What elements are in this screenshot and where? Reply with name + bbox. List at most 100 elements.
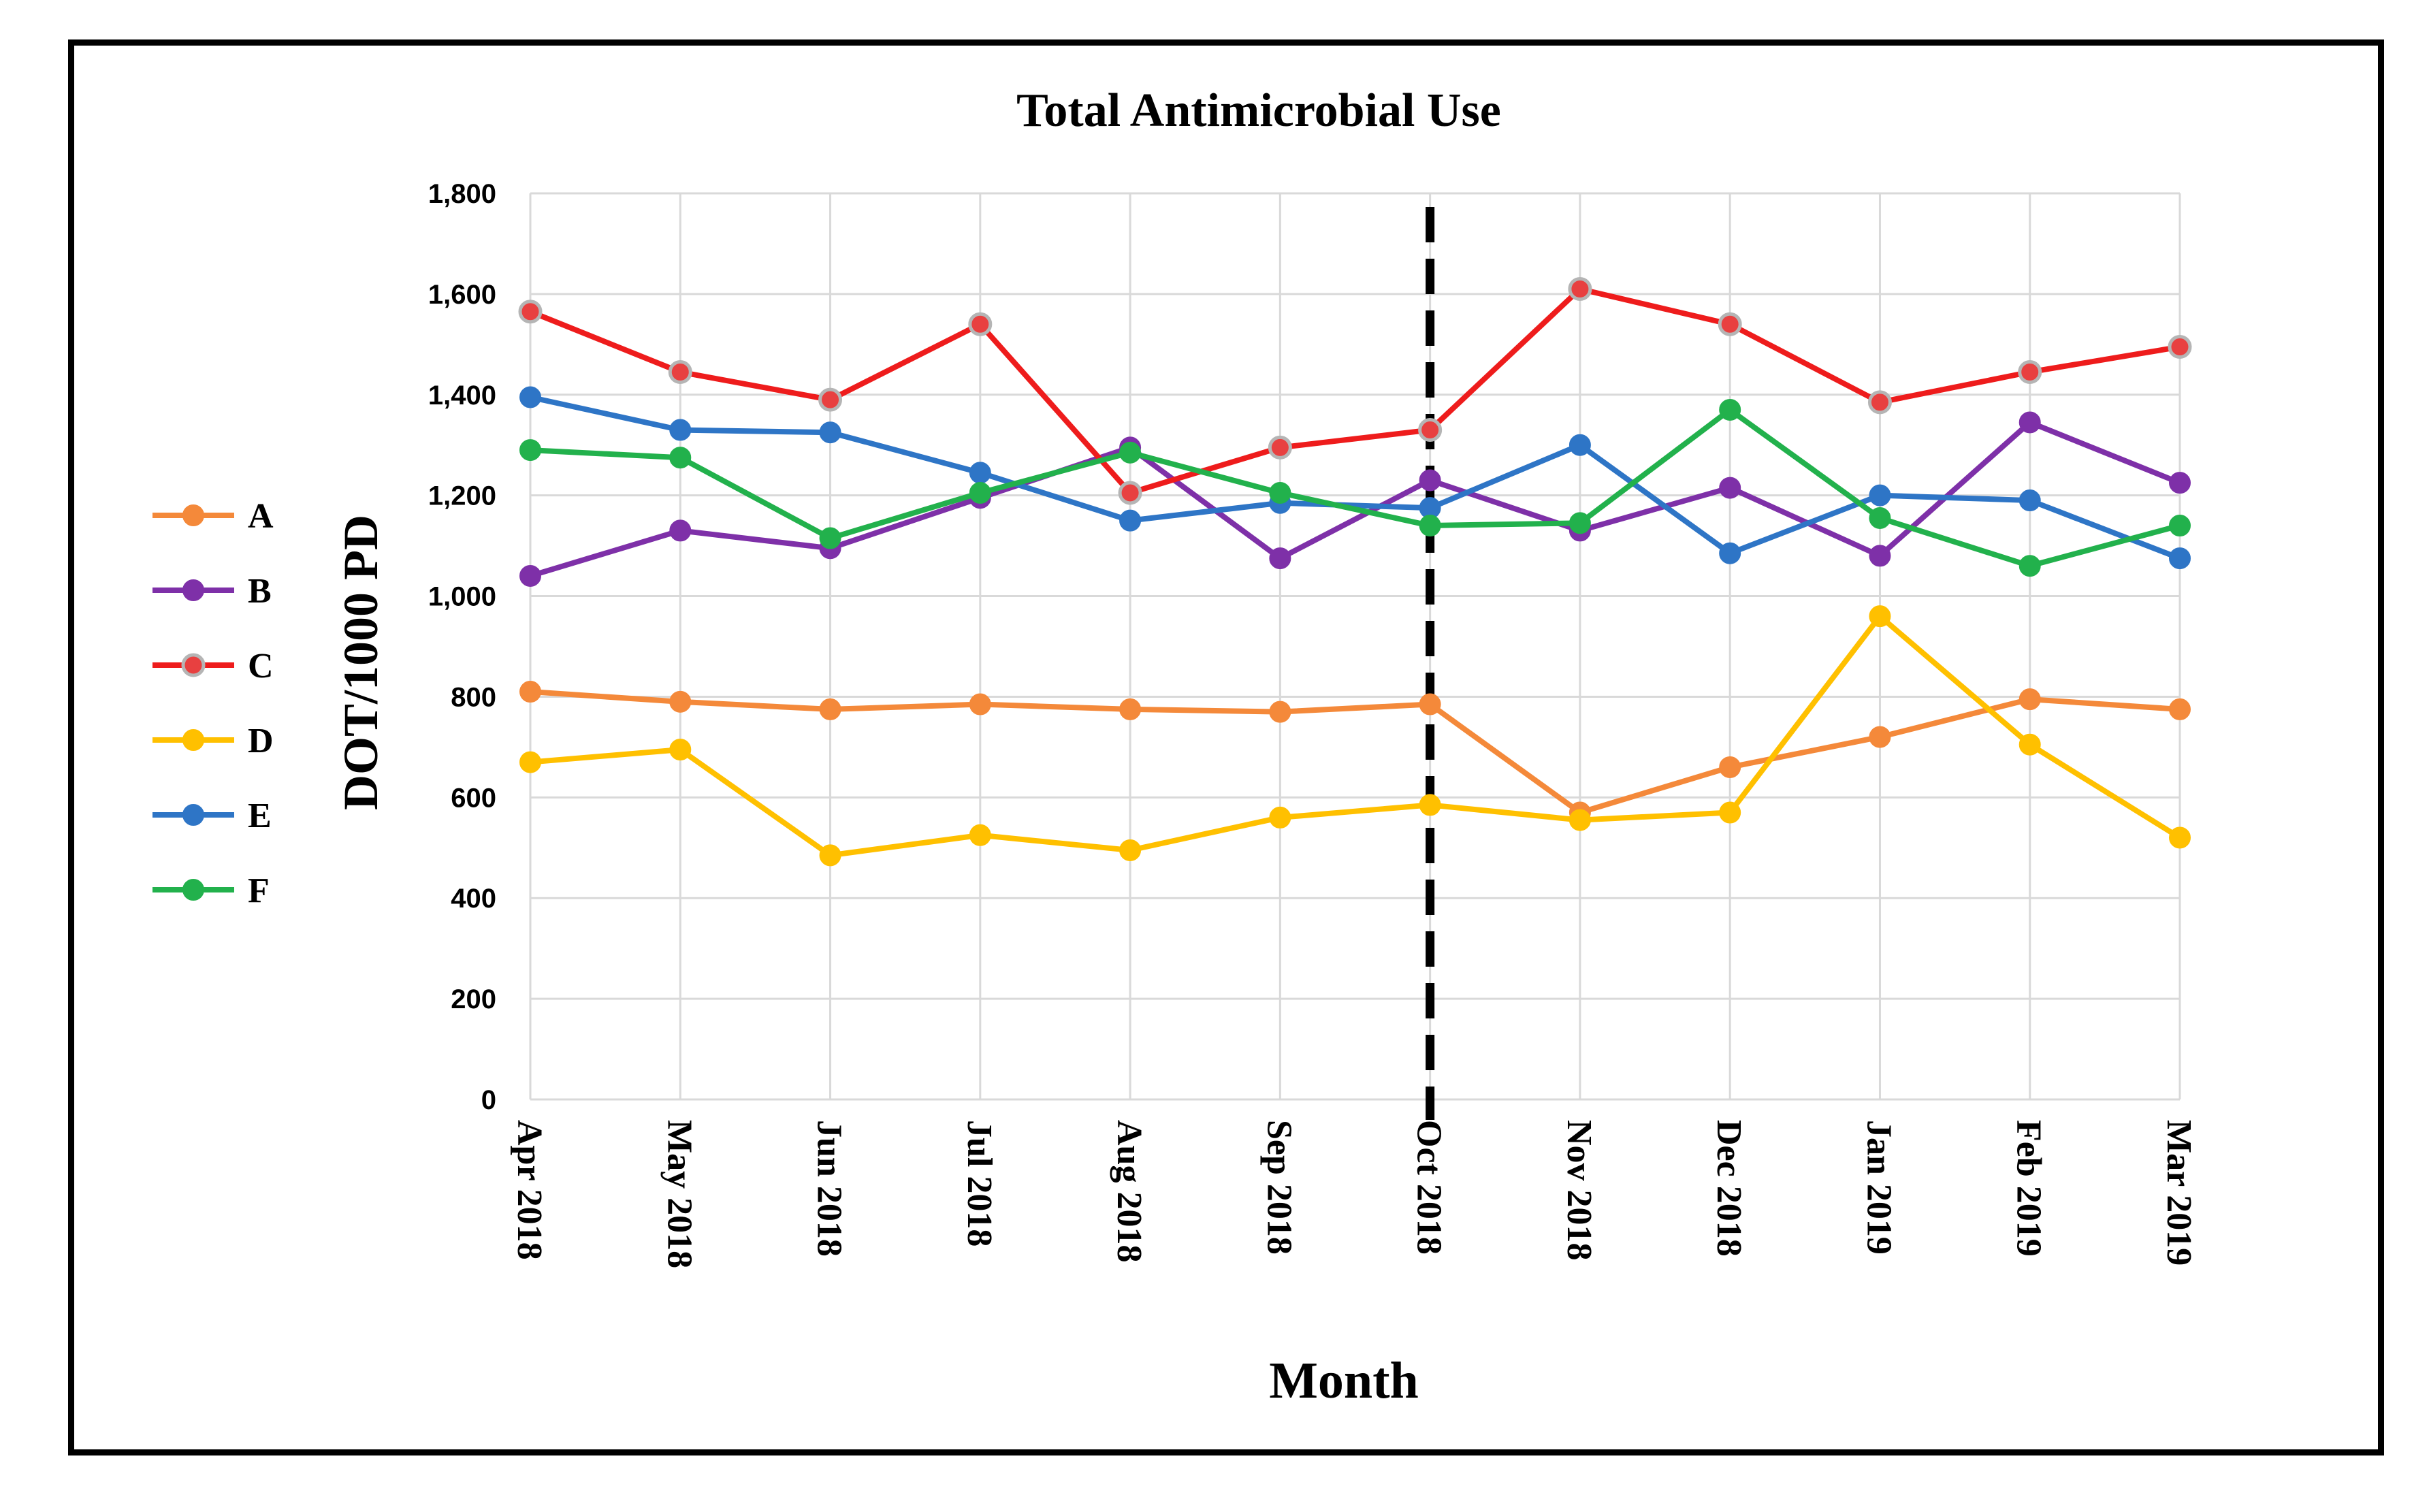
data-point-E bbox=[519, 386, 541, 408]
data-point-D bbox=[969, 824, 991, 846]
y-axis-label: DOT/1000 PD bbox=[334, 515, 388, 810]
data-point-B bbox=[1419, 469, 1441, 492]
grid-layer bbox=[529, 192, 2181, 1101]
data-point-F bbox=[2169, 515, 2191, 537]
data-point-D bbox=[519, 751, 541, 773]
data-point-F bbox=[2018, 555, 2041, 577]
data-point-B bbox=[2169, 472, 2191, 494]
x-tick-label: Mar 2019 bbox=[2159, 1120, 2198, 1266]
data-point-A bbox=[969, 693, 991, 715]
series-A bbox=[519, 681, 2191, 824]
y-axis-ticks: 0 200 400 600 800 1,000 1,200 1,400 1,600 1,800 bbox=[428, 179, 496, 1115]
data-point-C bbox=[1718, 312, 1742, 336]
data-point-D bbox=[1869, 605, 1891, 628]
legend-item-B: B bbox=[152, 572, 272, 611]
series-line-E bbox=[528, 394, 2183, 562]
y-tick-label: 1,400 bbox=[428, 381, 496, 411]
x-tick-label: Aug 2018 bbox=[1110, 1120, 1148, 1262]
data-point-E bbox=[819, 421, 841, 444]
series-C bbox=[518, 276, 2192, 505]
data-point-C bbox=[1418, 418, 1443, 443]
data-point-C bbox=[1568, 276, 1592, 301]
data-point-C bbox=[1867, 390, 1892, 415]
x-axis-label: Month bbox=[1269, 1352, 1419, 1409]
data-point-C bbox=[518, 300, 543, 324]
legend-label: F bbox=[248, 871, 270, 910]
data-point-D bbox=[2018, 733, 2041, 756]
data-point-D bbox=[669, 739, 692, 761]
data-point-A bbox=[1869, 726, 1891, 748]
legend-marker bbox=[182, 879, 204, 901]
data-point-B bbox=[1719, 477, 1741, 499]
y-tick-label: 200 bbox=[451, 984, 496, 1014]
data-point-E bbox=[2018, 489, 2041, 512]
y-tick-label: 0 bbox=[481, 1085, 496, 1115]
legend-item-C: C bbox=[152, 647, 274, 686]
y-tick-label: 800 bbox=[451, 682, 496, 712]
legend-marker bbox=[182, 579, 204, 601]
x-tick-label: May 2018 bbox=[660, 1120, 698, 1268]
data-point-A bbox=[2018, 688, 2041, 711]
legend-label: D bbox=[248, 722, 274, 760]
legend-label: C bbox=[248, 647, 274, 686]
line-chart: Total Antimicrobial Use 0 200 400 600 800 1,0… bbox=[152, 84, 2198, 1409]
x-tick-label: Dec 2018 bbox=[1709, 1120, 1748, 1257]
legend-label: B bbox=[248, 572, 272, 611]
data-point-E bbox=[669, 419, 692, 441]
x-tick-label: Nov 2018 bbox=[1560, 1120, 1598, 1261]
data-point-F bbox=[519, 439, 541, 462]
data-point-F bbox=[1269, 481, 1291, 504]
y-tick-label: 1,600 bbox=[428, 280, 496, 310]
series-B bbox=[519, 411, 2191, 587]
y-tick-label: 1,200 bbox=[428, 481, 496, 511]
data-point-D bbox=[1569, 809, 1591, 831]
data-point-C bbox=[1268, 435, 1292, 460]
legend-label: E bbox=[248, 797, 272, 835]
data-point-D bbox=[2169, 826, 2191, 849]
series-line-B bbox=[528, 419, 2183, 579]
series-D bbox=[519, 605, 2191, 867]
x-tick-label: Jul 2018 bbox=[960, 1120, 999, 1246]
chart-frame: Total Antimicrobial Use 0 200 400 600 800 1,0… bbox=[68, 39, 2384, 1455]
y-tick-label: 400 bbox=[451, 884, 496, 914]
x-tick-label: Feb 2019 bbox=[2010, 1120, 2048, 1257]
data-point-A bbox=[669, 690, 692, 713]
data-point-D bbox=[819, 844, 841, 867]
data-point-E bbox=[969, 462, 991, 484]
data-point-F bbox=[1869, 506, 1891, 529]
data-point-E bbox=[1569, 434, 1591, 456]
legend-marker bbox=[182, 504, 204, 526]
data-point-E bbox=[1869, 484, 1891, 506]
data-point-B bbox=[1269, 547, 1291, 570]
data-point-E bbox=[1719, 542, 1741, 564]
legend-item-E: E bbox=[152, 797, 272, 835]
series-layer bbox=[518, 276, 2192, 867]
data-point-D bbox=[1419, 794, 1441, 816]
data-point-A bbox=[819, 698, 841, 720]
x-tick-label: Jan 2019 bbox=[1859, 1120, 1898, 1255]
x-tick-label: Apr 2018 bbox=[510, 1120, 549, 1260]
legend-marker bbox=[181, 653, 206, 677]
data-point-A bbox=[2169, 698, 2191, 720]
data-point-A bbox=[1719, 756, 1741, 778]
x-tick-label: Jun 2018 bbox=[810, 1120, 849, 1257]
data-point-F bbox=[1719, 398, 1741, 421]
data-point-B bbox=[669, 519, 692, 542]
series-line-F bbox=[528, 406, 2183, 569]
data-point-C bbox=[668, 360, 692, 385]
data-point-F bbox=[1569, 512, 1591, 534]
data-point-C bbox=[2168, 335, 2192, 359]
data-point-D bbox=[1719, 801, 1741, 824]
series-E bbox=[519, 386, 2191, 570]
series-line-A bbox=[528, 689, 2183, 816]
data-point-C bbox=[2018, 360, 2042, 385]
y-tick-label: 1,800 bbox=[428, 179, 496, 209]
data-point-E bbox=[2169, 547, 2191, 570]
data-point-A bbox=[1269, 701, 1291, 723]
legend-item-F: F bbox=[152, 871, 270, 910]
data-point-C bbox=[968, 312, 993, 336]
data-point-B bbox=[519, 564, 541, 587]
x-axis-ticks: Apr 2018 May 2018 Jun 2018 Jul 2018 Aug 2018… bbox=[510, 1120, 2198, 1268]
data-point-F bbox=[1419, 515, 1441, 537]
data-point-F bbox=[1119, 441, 1142, 464]
